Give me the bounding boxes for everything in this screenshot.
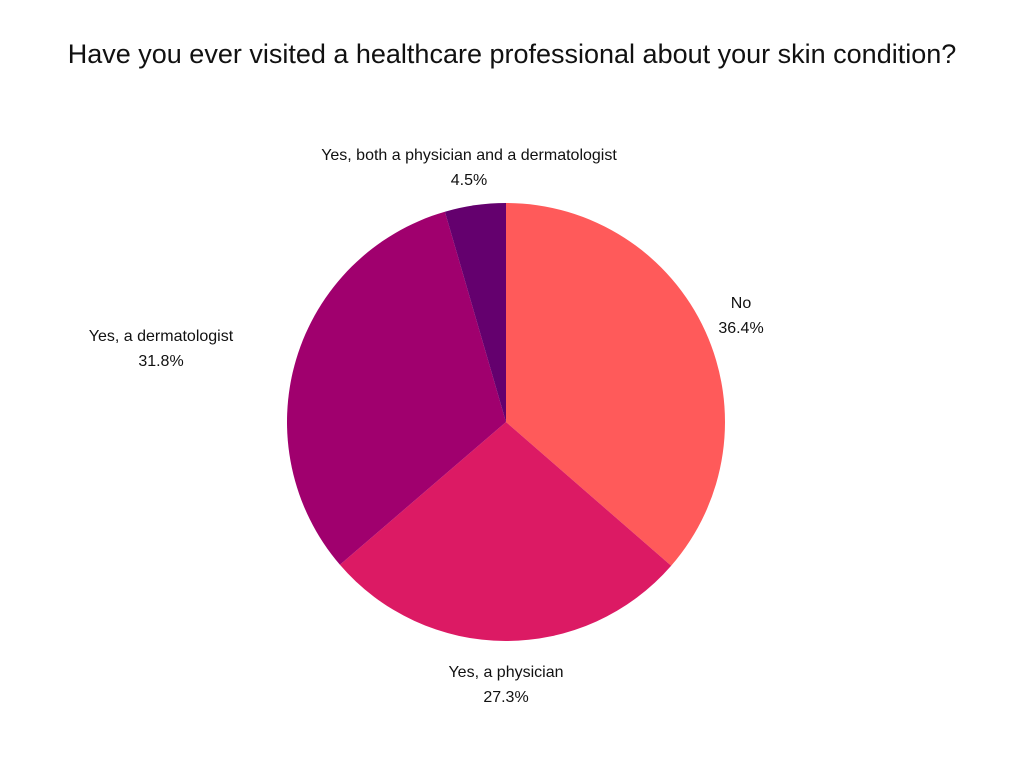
slice-value-2: 27.3% — [483, 689, 528, 706]
slice-label-1: No — [731, 295, 752, 312]
slice-value-1: 36.4% — [718, 320, 763, 337]
pie-slice-1 — [506, 203, 725, 566]
slice-label-2: Yes, a physician — [448, 664, 563, 681]
pie-slice-2 — [339, 422, 672, 641]
pie-labels: No 36.4% Yes, a physician 27.3% Yes, a derma… — [89, 147, 764, 706]
slice-value-3: 31.8% — [138, 353, 183, 370]
slice-label-4: Yes, both a physician and a dermatologis… — [321, 147, 617, 164]
pie-slice-4 — [444, 203, 506, 422]
pie-slice-3 — [287, 211, 506, 565]
slice-value-4: 4.5% — [451, 172, 487, 189]
chart-title: Have you ever visited a healthcare profe… — [67, 39, 957, 69]
pie-slices — [287, 203, 725, 641]
slice-label-3: Yes, a dermatologist — [89, 328, 234, 345]
